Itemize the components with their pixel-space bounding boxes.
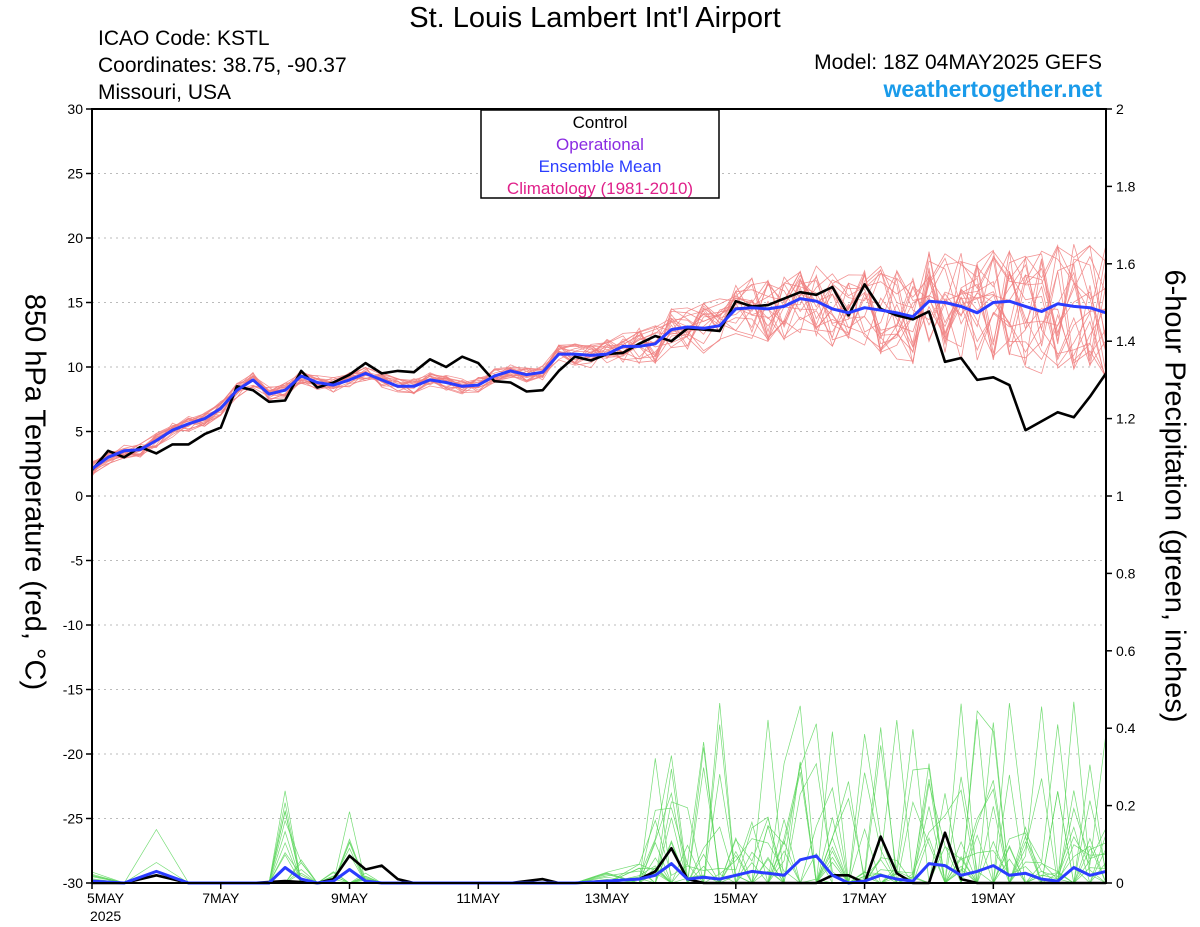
legend-box — [480, 109, 720, 199]
y-tick-label-left: 5 — [75, 424, 83, 440]
x-tick-label: 15MAY — [713, 890, 759, 906]
temperature-member-line — [91, 263, 1107, 468]
y-tick-label-left: 15 — [67, 295, 83, 311]
temperature-member-line — [91, 253, 1107, 474]
coordinates: Coordinates: 38.75, -90.37 — [98, 54, 347, 77]
legend-entry: Climatology (1981-2010) — [507, 179, 693, 198]
x-tick-label: 13MAY — [585, 890, 631, 906]
icao-code: ICAO Code: KSTL — [98, 27, 270, 50]
x-tick-label: 7MAY — [202, 890, 240, 906]
legend-entry: Ensemble Mean — [539, 157, 662, 176]
y-tick-label-right: 0 — [1116, 875, 1124, 891]
precipitation-member-line — [92, 747, 1106, 885]
y-tick-label-left: -30 — [63, 875, 83, 891]
ensemble-mean-precipitation-line — [91, 854, 1107, 885]
y-tick-label-left: -5 — [71, 553, 84, 569]
y-tick-label-right: 0.8 — [1116, 565, 1136, 581]
temperature-member-line — [91, 255, 1107, 470]
model-run: Model: 18Z 04MAY2025 GEFS — [814, 51, 1102, 74]
legend-entry: Control — [573, 113, 628, 132]
y-tick-label-left: -10 — [63, 617, 83, 633]
temperature-member-line — [91, 257, 1107, 477]
y-tick-label-left: -15 — [63, 682, 83, 698]
y-tick-label-left: 25 — [67, 166, 83, 182]
legend: Control Operational Ensemble Mean Climatolo… — [480, 109, 720, 199]
x-tick-label: 5MAY — [87, 890, 125, 906]
grid-lines — [92, 173, 1106, 819]
x-tick-label: 17MAY — [842, 890, 888, 906]
y-tick-label-right: 1.8 — [1116, 178, 1136, 194]
y-tick-label-right: 1.6 — [1116, 256, 1136, 272]
precipitation-member-line — [92, 727, 1107, 884]
ensemble-mean-temperature-line — [91, 297, 1107, 471]
location: Missouri, USA — [98, 81, 232, 104]
y-tick-label-right: 1.2 — [1116, 411, 1136, 427]
x-tick-year: 2025 — [90, 908, 121, 924]
x-tick-label: 11MAY — [456, 890, 500, 906]
site-link[interactable]: weathertogether.net — [883, 76, 1102, 102]
plot-frame — [91, 108, 1107, 884]
temperature-member-line — [91, 257, 1107, 465]
y-tick-label-right: 0.6 — [1116, 643, 1136, 659]
y-tick-label-right: 0.2 — [1116, 798, 1136, 814]
x-tick-label: 9MAY — [331, 890, 369, 906]
temperature-member-line — [91, 255, 1107, 475]
temperature-member-line — [91, 244, 1107, 463]
temperature-member-line — [91, 261, 1107, 476]
y-tick-label-left: -20 — [63, 746, 83, 762]
y-tick-label-left: -25 — [63, 811, 83, 827]
y-tick-label-left: 20 — [67, 230, 83, 246]
y-tick-label-right: 0.4 — [1116, 720, 1136, 736]
y-tick-label-right: 1 — [1116, 488, 1124, 504]
ensemble-member-lines — [91, 243, 1107, 885]
axis-ticks: 302520151050-5-10-15-20-25-3021.81.61.41… — [63, 101, 1136, 924]
y-tick-label-right: 2 — [1116, 101, 1124, 117]
legend-entry: Operational — [556, 135, 644, 154]
control-temperature-line — [90, 283, 1108, 472]
x-tick-label: 19MAY — [971, 890, 1017, 906]
y-tick-label-left: 30 — [67, 101, 83, 117]
chart-title: St. Louis Lambert Int'l Airport — [409, 2, 781, 34]
y-tick-label-left: 10 — [67, 359, 83, 375]
y-tick-label-right: 1.4 — [1116, 333, 1136, 349]
precipitation-member-line — [91, 745, 1107, 884]
y-tick-label-left: 0 — [75, 488, 83, 504]
series-lines — [90, 283, 1108, 885]
